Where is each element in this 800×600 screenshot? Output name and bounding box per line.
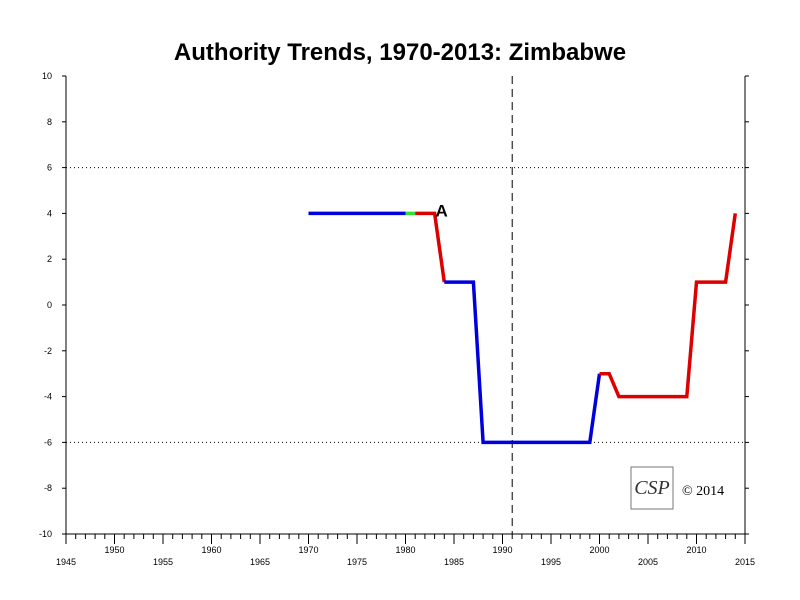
x-tick-label: 1990 bbox=[492, 545, 512, 555]
logo-box bbox=[630, 466, 674, 510]
y-tick-label: -10 bbox=[39, 529, 52, 539]
series-line-5 bbox=[599, 213, 738, 399]
x-tick-label: 1980 bbox=[395, 545, 415, 555]
x-tick-label: 1950 bbox=[104, 545, 124, 555]
chart-title: Authority Trends, 1970-2013: Zimbabwe bbox=[174, 39, 626, 66]
x-tick-label: 1960 bbox=[201, 545, 221, 555]
y-tick-label: 0 bbox=[47, 300, 52, 310]
x-tick-label: 1995 bbox=[541, 557, 561, 567]
x-tick-label: 2005 bbox=[638, 557, 658, 567]
y-tick-label: -6 bbox=[44, 437, 52, 447]
x-tick-label: 1975 bbox=[347, 557, 367, 567]
logo-text: CSP bbox=[634, 477, 670, 499]
x-tick-label: 1955 bbox=[153, 557, 173, 567]
x-tick-label: 1970 bbox=[298, 545, 318, 555]
series-line-4 bbox=[444, 280, 602, 445]
y-tick-label: 10 bbox=[42, 71, 52, 81]
x-tick-label: 2015 bbox=[735, 557, 755, 567]
x-tick-label: 1965 bbox=[250, 557, 270, 567]
csp-logo: CSP bbox=[630, 466, 674, 510]
x-tick-label: 2010 bbox=[686, 545, 706, 555]
copyright-text: © 2014 bbox=[682, 484, 724, 499]
y-tick-label: 6 bbox=[47, 163, 52, 173]
y-tick-label: -8 bbox=[44, 483, 52, 493]
x-tick-label: 1945 bbox=[56, 557, 76, 567]
x-tick-label: 1985 bbox=[444, 557, 464, 567]
y-tick-label: -4 bbox=[44, 392, 52, 402]
y-tick-label: 2 bbox=[47, 254, 52, 264]
annotation-label: A bbox=[435, 201, 447, 220]
y-tick-label: 4 bbox=[47, 208, 52, 218]
y-tick-label: -2 bbox=[44, 346, 52, 356]
y-tick-label: 8 bbox=[47, 117, 52, 127]
series-line-3 bbox=[415, 211, 447, 283]
x-tick-label: 2000 bbox=[589, 545, 609, 555]
